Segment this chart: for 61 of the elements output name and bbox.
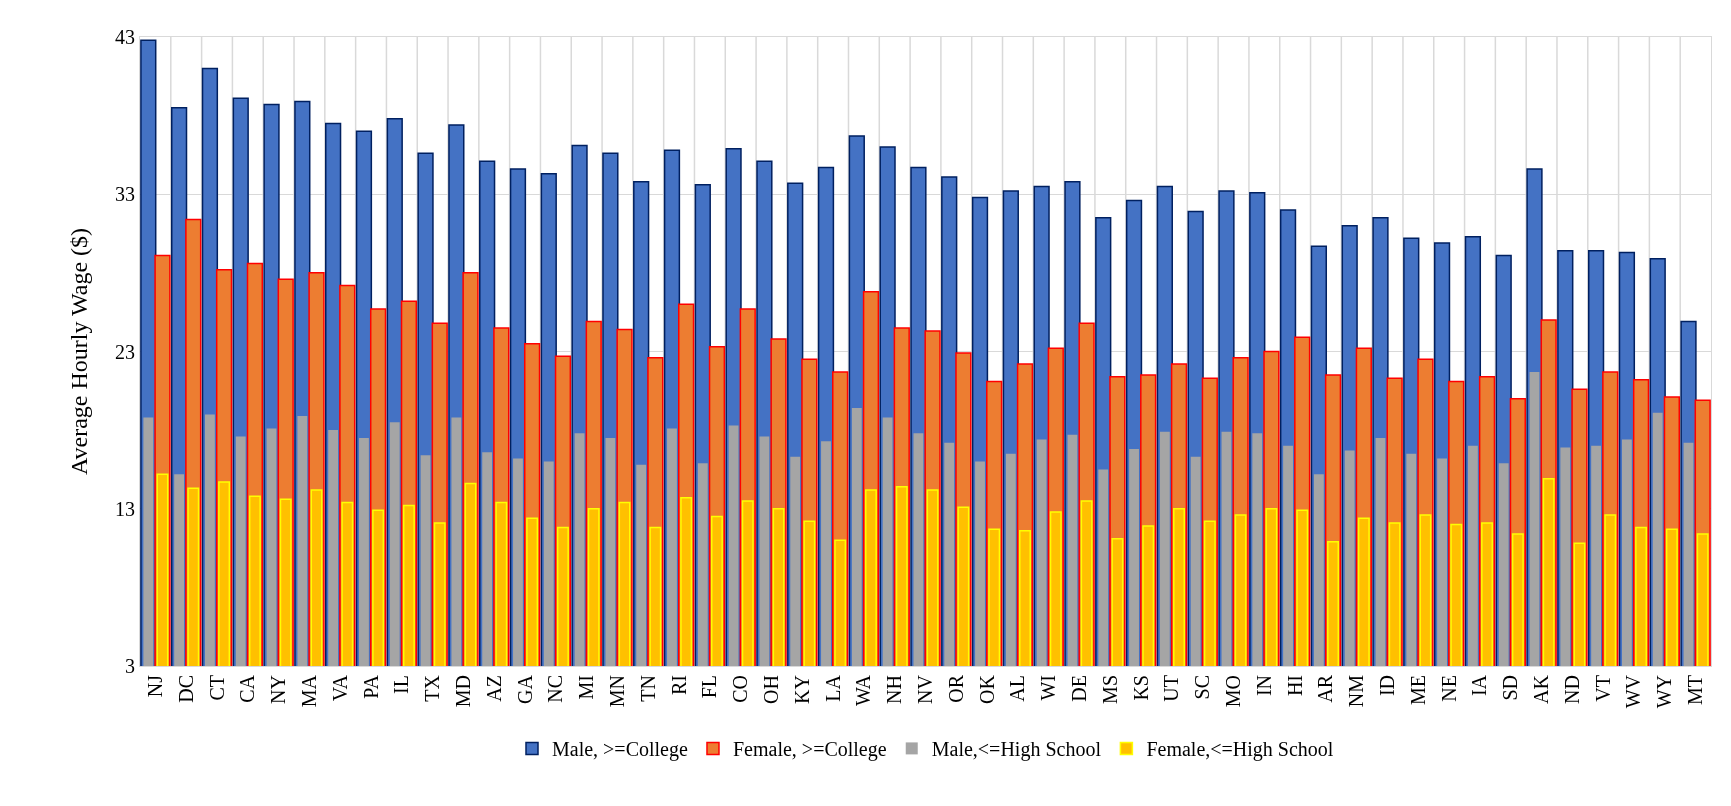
x-tick-label: WV xyxy=(1622,674,1645,709)
x-tick-label: MN xyxy=(605,675,628,708)
x-tick-label: IL xyxy=(390,675,413,694)
x-tick-label: ID xyxy=(1376,675,1399,697)
x-tick-label: ND xyxy=(1560,675,1583,704)
x-tick-label: MD xyxy=(451,675,474,708)
x-tick-label: MT xyxy=(1684,675,1707,705)
x-tick-label: AR xyxy=(1314,674,1337,703)
x-tick-label: NC xyxy=(544,675,567,703)
x-tick-label: NH xyxy=(883,675,906,704)
x-tick-label: WA xyxy=(852,674,875,707)
x-tick-label: NE xyxy=(1437,675,1460,702)
x-tick-label: KS xyxy=(1129,675,1152,701)
x-tick-label: GA xyxy=(513,674,536,704)
x-tick-label: DC xyxy=(174,675,197,703)
x-tick-label: OH xyxy=(759,675,782,704)
legend-label: Female, >=College xyxy=(732,738,887,762)
x-tick-label: NV xyxy=(914,674,936,704)
x-tick-label: VA xyxy=(328,674,351,702)
x-tick-label: WI xyxy=(1037,675,1060,701)
x-tick-label: WY xyxy=(1653,675,1676,709)
x-tick-label: NJ xyxy=(143,674,166,698)
y-tick-label: 3 xyxy=(125,655,135,677)
x-tick-label: SC xyxy=(1191,675,1214,700)
x-tick-label: MA xyxy=(297,674,320,708)
x-tick-label: HI xyxy=(1283,675,1306,697)
x-tick-label: DE xyxy=(1068,675,1091,702)
y-tick-label: 13 xyxy=(115,497,135,520)
x-tick-label: TN xyxy=(636,675,659,702)
legend-label: Female,<=High School xyxy=(1146,738,1334,762)
y-tick-label: 33 xyxy=(115,183,135,206)
x-tick-label: MO xyxy=(1222,675,1245,708)
legend-label: Male,<=High School xyxy=(931,738,1102,762)
x-tick-label: AZ xyxy=(482,675,505,702)
legend-label: Male, >=College xyxy=(552,738,688,762)
x-tick-label: UT xyxy=(1160,675,1183,702)
y-axis-title: Average Hourly Wage ($) xyxy=(66,227,93,476)
x-tick-label: AK xyxy=(1530,674,1553,704)
x-tick-label: CO xyxy=(729,675,752,703)
x-tick-label: NM xyxy=(1345,674,1368,708)
x-tick-label: FL xyxy=(698,675,721,699)
x-tick-label: TX xyxy=(421,674,444,702)
x-tick-label: NY xyxy=(267,675,290,704)
x-tick-label: LA xyxy=(821,674,844,702)
x-tick-label: KY xyxy=(790,675,813,704)
x-tick-label: ME xyxy=(1406,675,1429,705)
x-tick-label: MI xyxy=(575,675,598,700)
x-tick-label: RI xyxy=(667,675,690,695)
x-tick-label: CA xyxy=(236,674,259,703)
x-tick-label: CT xyxy=(205,675,228,701)
x-tick-label: OK xyxy=(975,674,998,704)
x-tick-label: SD xyxy=(1499,675,1522,701)
y-tick-label: 43 xyxy=(115,26,135,48)
x-tick-label: VT xyxy=(1591,675,1614,702)
x-tick-label: IN xyxy=(1252,675,1275,697)
x-tick-label: MS xyxy=(1098,675,1121,704)
x-tick-label: AL xyxy=(1006,675,1029,702)
y-tick-label: 23 xyxy=(115,340,135,363)
x-tick-label: PA xyxy=(359,674,382,699)
x-tick-label: IA xyxy=(1468,674,1491,697)
x-tick-label: OR xyxy=(944,674,967,703)
